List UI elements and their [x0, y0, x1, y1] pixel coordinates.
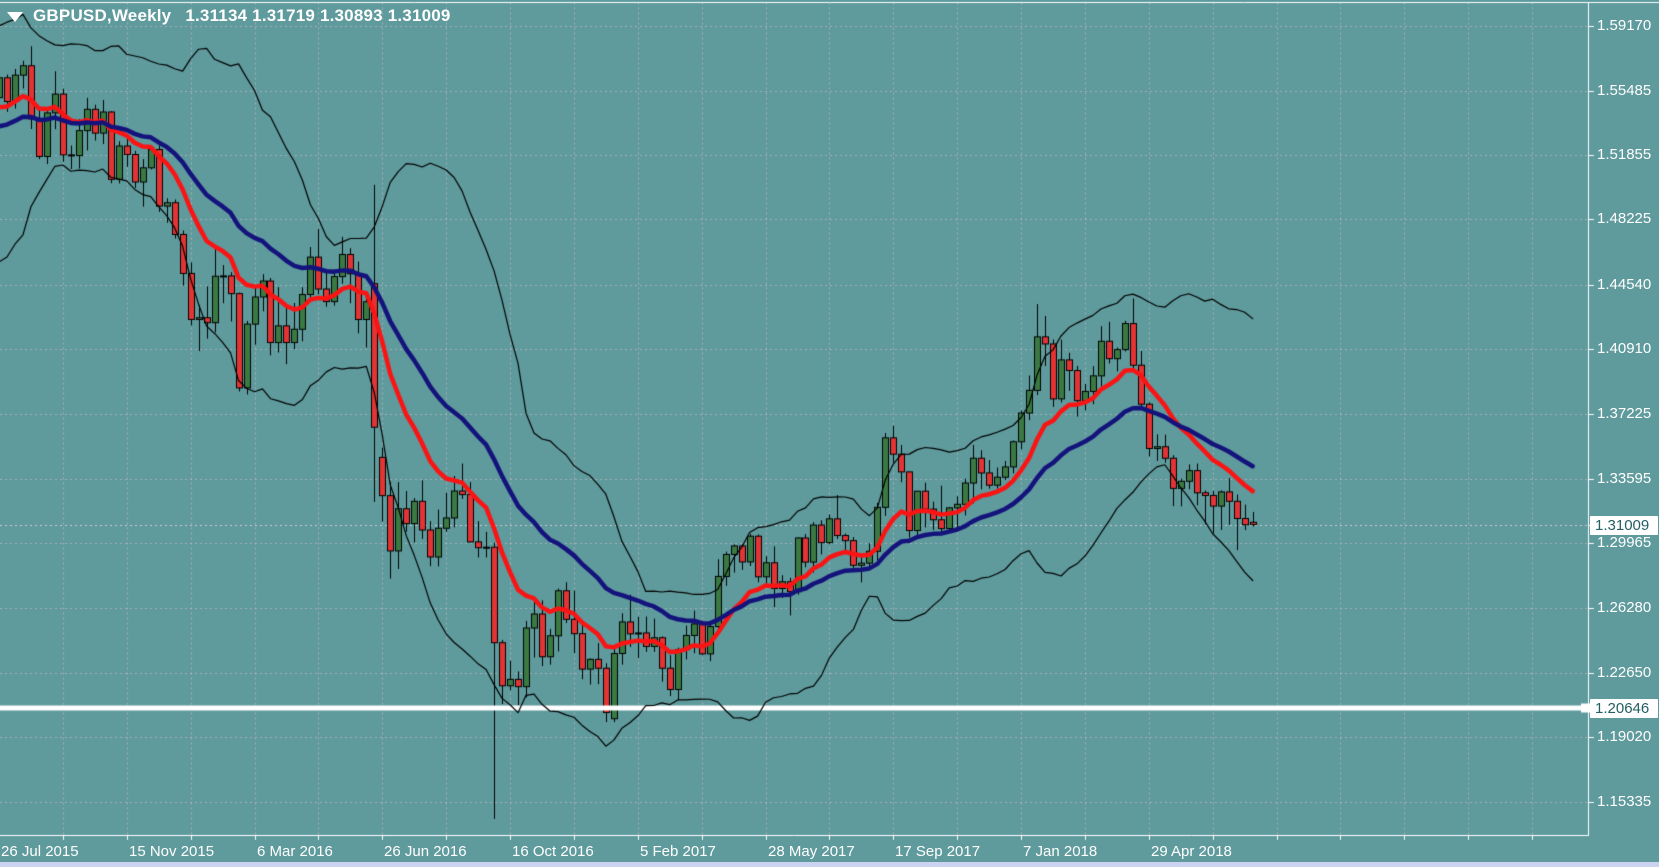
date-label: 7 Jan 2018	[1023, 843, 1098, 860]
price-label: 1.33595	[1597, 470, 1652, 487]
price-label: 1.26280	[1597, 599, 1652, 616]
symbol-marker-icon	[7, 11, 23, 22]
date-label: 15 Nov 2015	[129, 843, 215, 860]
price-label: 1.15335	[1597, 793, 1652, 810]
date-label: 16 Oct 2016	[512, 843, 594, 860]
price-label: 1.48225	[1597, 210, 1652, 227]
date-label: 29 Apr 2018	[1151, 843, 1232, 860]
price-label: 1.37225	[1597, 405, 1652, 422]
price-label: 1.29965	[1597, 534, 1652, 551]
symbol-timeframe-label: GBPUSD,Weekly	[33, 6, 172, 25]
price-label: 1.44540	[1597, 276, 1652, 293]
date-label: 26 Jun 2016	[384, 843, 467, 860]
price-label: 1.19020	[1597, 728, 1652, 745]
price-label: 1.51855	[1597, 146, 1652, 163]
price-label: 1.40910	[1597, 340, 1652, 357]
current-price-badge: 1.31009	[1590, 516, 1658, 535]
date-label: 6 Mar 2016	[257, 843, 333, 860]
chart-title: GBPUSD,Weekly 1.31134 1.31719 1.30893 1.…	[7, 6, 451, 26]
date-label: 5 Feb 2017	[640, 843, 716, 860]
window-bottom-strip	[0, 862, 1659, 867]
price-label: 1.59170	[1597, 17, 1652, 34]
date-label: 28 May 2017	[768, 843, 855, 860]
date-label: 17 Sep 2017	[895, 843, 981, 860]
price-label: 1.22650	[1597, 664, 1652, 681]
ohlc-values: 1.31134 1.31719 1.30893 1.31009	[185, 6, 451, 25]
date-label: 26 Jul 2015	[1, 843, 79, 860]
price-label: 1.55485	[1597, 82, 1652, 99]
hline-price-badge: 1.20646	[1590, 699, 1658, 718]
